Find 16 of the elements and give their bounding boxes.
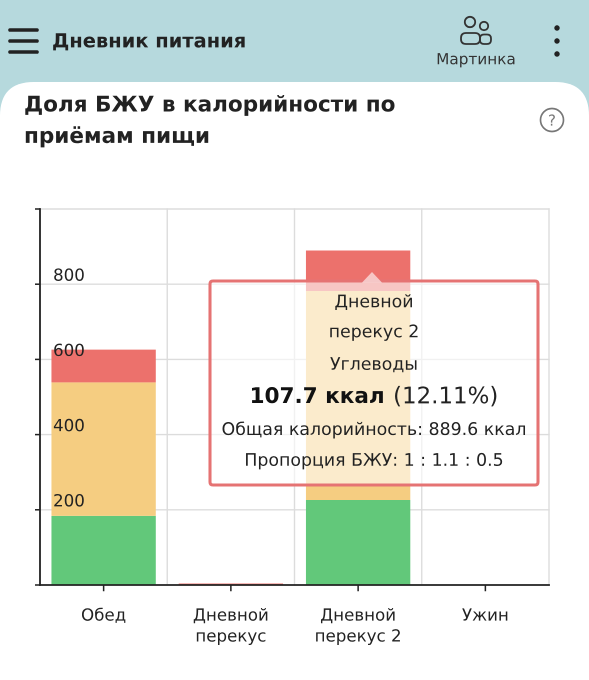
annotation: Углеводы — [330, 357, 416, 372]
text: Мартинка — [438, 53, 514, 68]
x-tick-label: Ужин — [462, 608, 508, 621]
x-tick-label: Обед — [82, 608, 126, 623]
x-tick-label: Дневной перекус 2 — [316, 608, 400, 645]
annotation: 107.7 ккал — [252, 386, 383, 404]
y-tick-label: 200 — [54, 494, 84, 507]
y-tick-label: 800 — [54, 268, 84, 281]
annotation: Пропорция БЖУ: 1 : 1.1 : 0.5 — [246, 452, 502, 470]
annotation: Общая калорийность: 889.6 ккал — [222, 421, 526, 439]
chart-title: Доля БЖУ в калорийности по приёмам пищи — [25, 95, 395, 148]
text: Дневник питания — [53, 33, 245, 50]
annotation: Дневной перекус 2 — [330, 294, 418, 341]
x-tick-label: Дневной перекус — [194, 608, 268, 645]
y-tick-label: 400 — [54, 418, 84, 432]
annotation: (12.11%) — [395, 386, 496, 406]
